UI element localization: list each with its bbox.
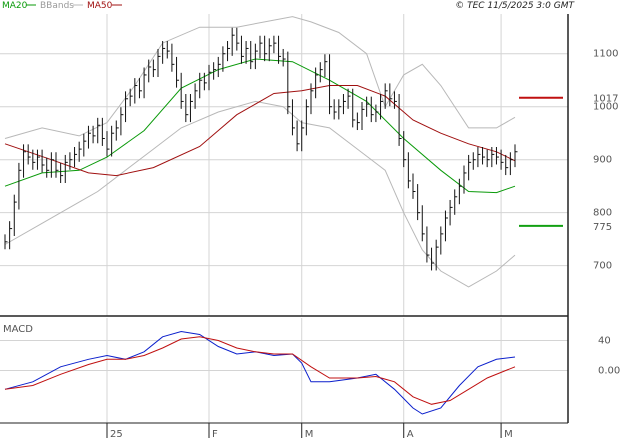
price-y-tick-label: 1000	[593, 102, 618, 113]
legend-label-ma20: MA20	[2, 1, 28, 11]
series-line-ma50	[4, 85, 516, 177]
series-line-bbands-upper	[4, 16, 516, 139]
price-y-tick-label: 1100	[593, 49, 618, 60]
x-tick-label: M	[504, 429, 513, 440]
copyright-label: © TEC 11/5/2025 3:0 GMT	[455, 1, 575, 11]
legend-label-bbands: BBands	[40, 1, 74, 11]
macd-series-macd	[4, 330, 516, 415]
macd-series-signal	[4, 336, 516, 405]
price-y-tick-label: 800	[593, 208, 612, 219]
macd-panel: MACD 400.00	[0, 318, 620, 423]
price-bars	[4, 27, 518, 271]
x-tick-label: A	[407, 429, 414, 440]
macd-y-axis: 400.00	[598, 336, 620, 377]
macd-title: MACD	[3, 324, 33, 335]
series-line-ma20	[4, 58, 516, 194]
macd-y-tick-label: 0.00	[598, 366, 620, 377]
price-marker-label: 775	[593, 222, 612, 233]
price-y-tick-label: 700	[593, 261, 612, 272]
x-tick-label: F	[212, 429, 218, 440]
macd-y-tick-label: 40	[598, 336, 611, 347]
x-tick-label: 25	[110, 429, 123, 440]
price-y-tick-label: 900	[593, 155, 612, 166]
x-tick-label: M	[305, 429, 314, 440]
macd-gridlines	[0, 318, 568, 423]
x-axis: 25 F M A M	[106, 423, 513, 440]
price-y-axis: 700 800 900 1000 1100	[593, 49, 618, 272]
legend: MA20 BBands MA50	[2, 1, 122, 11]
price-marker-label: 1017	[593, 94, 618, 105]
macd-lines	[4, 330, 516, 415]
legend-label-ma50: MA50	[87, 1, 113, 11]
price-panel: 700 800 900 1000 1100 1017 775	[0, 14, 618, 316]
price-markers: 1017 775	[519, 94, 618, 233]
